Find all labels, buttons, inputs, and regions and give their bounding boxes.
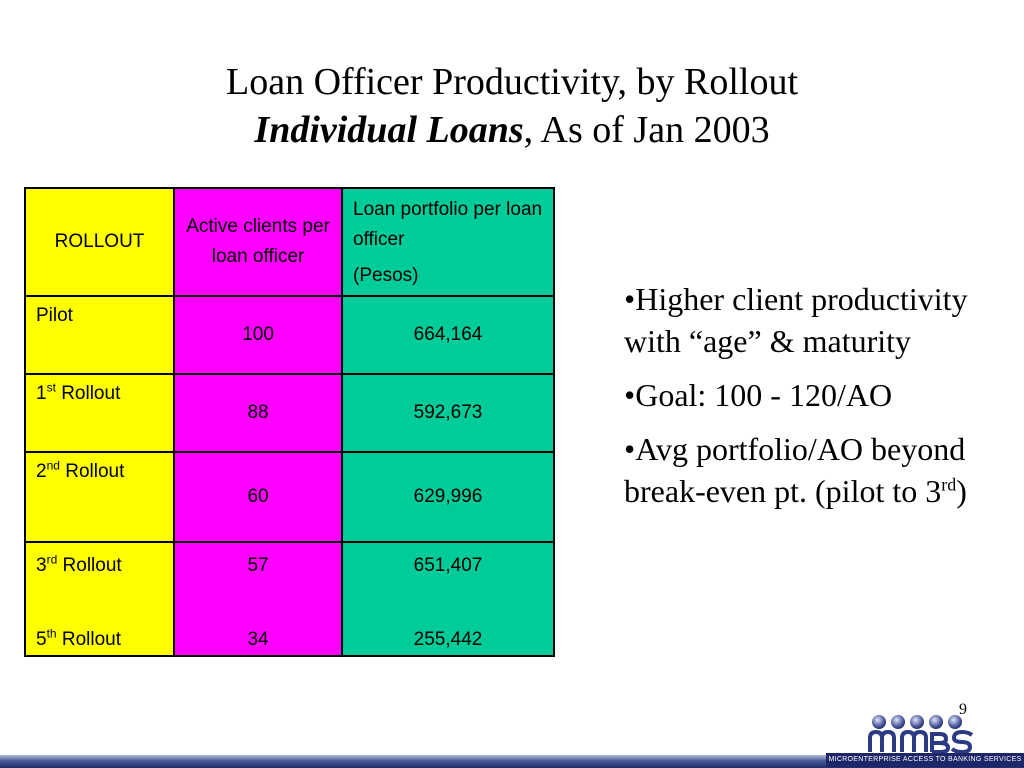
row-name: 1st Rollout <box>23 373 176 453</box>
bullet-list: •Higher client productivity with “age” &… <box>624 278 1004 524</box>
header-active-clients: Active clients per loan officer <box>173 187 343 297</box>
row-portfolio: 255,442 <box>413 629 483 650</box>
row-name: 3rd Rollout <box>36 552 122 576</box>
table-row-merged: 3rd Rollout 5th Rollout 57 34 651,407 25… <box>23 541 555 657</box>
title-line-2: Individual Loans, As of Jan 2003 <box>0 106 1024 154</box>
row-portfolio: 664,164 <box>341 295 555 375</box>
header-portfolio-label: Loan portfolio per loan officer <box>353 199 543 250</box>
table-row: 2nd Rollout 60 629,996 <box>23 451 555 543</box>
table-header-row: ROLLOUT Active clients per loan officer … <box>23 187 555 297</box>
row-portfolio-merged: 651,407 255,442 <box>341 541 555 657</box>
page-number: 9 <box>959 701 967 718</box>
logo-tagline: MICROENTERPRISE ACCESS TO BANKING SERVIC… <box>826 753 1024 767</box>
mabs-logo-icon <box>868 715 974 755</box>
row-portfolio: 651,407 <box>413 555 483 576</box>
bullet-item: •Goal: 100 - 120/AO <box>624 377 893 413</box>
row-active: 57 <box>247 555 269 576</box>
row-name-merged: 3rd Rollout 5th Rollout <box>23 541 176 657</box>
footer-bar <box>0 755 1024 768</box>
header-loan-portfolio: Loan portfolio per loan officer (Pesos) <box>341 187 555 297</box>
row-name: 2nd Rollout <box>23 451 176 543</box>
row-active: 100 <box>173 295 343 375</box>
table-row: Pilot 100 664,164 <box>23 295 555 375</box>
title-rest-part: , As of Jan 2003 <box>523 109 770 151</box>
title-line-1: Loan Officer Productivity, by Rollout <box>225 61 799 103</box>
rollout-table: ROLLOUT Active clients per loan officer … <box>23 187 555 657</box>
row-active-merged: 57 34 <box>173 541 343 657</box>
slide-title: Loan Officer Productivity, by Rollout In… <box>0 58 1024 154</box>
row-name: 5th Rollout <box>36 626 122 650</box>
title-italic-part: Individual Loans <box>254 109 524 151</box>
row-name: Pilot <box>23 295 176 375</box>
row-portfolio: 629,996 <box>341 451 555 543</box>
table-row: 1st Rollout 88 592,673 <box>23 373 555 453</box>
row-portfolio: 592,673 <box>341 373 555 453</box>
row-active: 60 <box>173 451 343 543</box>
row-active: 88 <box>173 373 343 453</box>
header-rollout: ROLLOUT <box>23 187 176 297</box>
row-active: 34 <box>247 629 269 650</box>
bullet-item: •Avg portfolio/AO beyond break-even pt. … <box>624 431 967 509</box>
bullet-item: •Higher client productivity with “age” &… <box>624 281 968 359</box>
header-portfolio-unit: (Pesos) <box>353 265 419 286</box>
